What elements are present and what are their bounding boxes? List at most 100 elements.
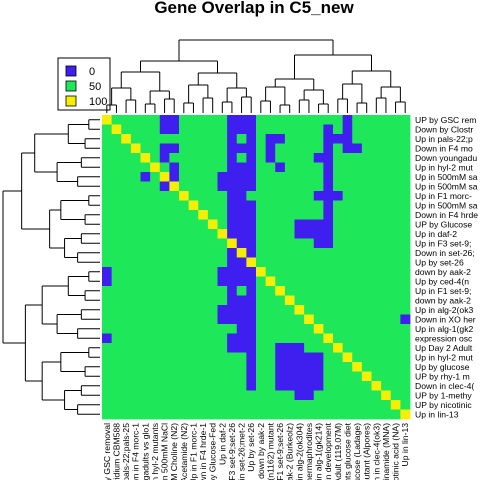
heatmap-cell <box>265 295 276 306</box>
heatmap-cell <box>130 162 141 173</box>
heatmap-cell <box>198 134 209 144</box>
heatmap-cell <box>371 409 382 420</box>
heatmap-cell <box>111 324 122 334</box>
heatmap-cell <box>294 181 305 192</box>
heatmap-cell <box>371 305 382 315</box>
heatmap-cell <box>400 143 411 154</box>
heatmap-cell <box>236 153 247 163</box>
heatmap-cell <box>150 305 161 315</box>
heatmap-cell <box>294 200 305 211</box>
heatmap-cell <box>150 191 161 201</box>
heatmap-cell <box>284 219 295 230</box>
row-label: Up by glucose <box>415 362 470 372</box>
heatmap-cell <box>111 314 122 325</box>
heatmap-cell <box>304 267 315 277</box>
heatmap-cell <box>256 134 267 144</box>
heatmap-cell <box>313 229 324 239</box>
heatmap-cell <box>159 333 170 344</box>
heatmap-cell <box>333 333 344 344</box>
heatmap-cell <box>150 238 161 249</box>
heatmap-cell <box>400 381 411 391</box>
heatmap-cell <box>217 115 228 125</box>
heatmap-cell <box>198 219 209 230</box>
heatmap-cell <box>371 343 382 353</box>
heatmap-cell <box>121 172 132 182</box>
column-label: Up by set-26 <box>246 423 256 472</box>
heatmap-cell <box>275 153 286 163</box>
heatmap-cell <box>121 153 132 163</box>
heatmap-cell <box>342 219 353 230</box>
heatmap-cell <box>188 352 199 363</box>
heatmap-cell <box>121 352 132 363</box>
heatmap-cell <box>390 409 401 420</box>
column-label: UP by GSC removal <box>102 423 112 480</box>
legend-swatch <box>65 65 77 77</box>
heatmap-cell <box>179 286 190 296</box>
column-label: Down in XO hermaphrodites <box>304 423 314 480</box>
heatmap-cell <box>313 400 324 410</box>
heatmap-cell <box>371 181 382 192</box>
heatmap-cell <box>130 314 141 325</box>
heatmap-cell <box>313 219 324 230</box>
heatmap-cell <box>227 333 238 344</box>
heatmap-cell <box>256 400 267 410</box>
heatmap-cell <box>371 219 382 230</box>
heatmap-cell <box>198 257 209 268</box>
heatmap-cell <box>390 115 401 125</box>
heatmap-cell <box>323 153 334 163</box>
heatmap-cell <box>265 124 276 135</box>
heatmap-cell <box>352 191 363 201</box>
heatmap-cell <box>275 362 286 372</box>
heatmap-cell <box>313 381 324 391</box>
heatmap-cell <box>333 153 344 163</box>
heatmap-cell <box>342 409 353 420</box>
heatmap-cell <box>130 409 141 420</box>
heatmap-cell <box>265 362 276 372</box>
heatmap-cell <box>304 295 315 306</box>
heatmap-cell <box>294 229 305 239</box>
heatmap-cell <box>207 381 218 391</box>
heatmap-cell <box>246 400 257 410</box>
heatmap-cell <box>198 143 209 154</box>
heatmap-cell <box>352 381 363 391</box>
heatmap-cell <box>198 333 209 344</box>
heatmap-cell <box>188 172 199 182</box>
heatmap-cell <box>130 267 141 277</box>
heatmap-cell <box>121 267 132 277</box>
heatmap-cell <box>352 229 363 239</box>
heatmap-cell <box>179 181 190 192</box>
heatmap-cell <box>333 286 344 296</box>
heatmap-cell <box>207 124 218 135</box>
heatmap-cell <box>130 200 141 211</box>
row-label: Up in 500mM sa <box>415 172 478 182</box>
heatmap-cell <box>352 400 363 410</box>
heatmap-cell <box>390 248 401 258</box>
heatmap-cell <box>121 181 132 192</box>
heatmap-cell <box>159 400 170 410</box>
heatmap-cell <box>284 191 295 201</box>
row-label: Up in hyl-2 mut <box>415 352 473 362</box>
heatmap-cell <box>227 257 238 268</box>
row-label: Down youngadu <box>415 153 477 163</box>
heatmap-cell <box>159 276 170 287</box>
heatmap-cell <box>207 324 218 334</box>
heatmap-cell <box>342 229 353 239</box>
heatmap-cell <box>323 143 334 154</box>
heatmap-cell <box>179 172 190 182</box>
heatmap-cell <box>102 162 113 173</box>
heatmap-cell <box>207 229 218 239</box>
heatmap-cell <box>179 115 190 125</box>
column-label: Up in alg-2(ok304) <box>294 423 304 480</box>
heatmap-cell <box>179 390 190 401</box>
heatmap-cell <box>150 286 161 296</box>
heatmap-cell <box>381 286 392 296</box>
heatmap-cell <box>217 314 228 325</box>
heatmap-cell <box>313 210 324 220</box>
heatmap-cell <box>313 276 324 287</box>
heatmap-cell <box>236 286 247 296</box>
heatmap-cell <box>275 371 286 382</box>
row-label: Up in alg-1(gk2 <box>415 324 473 334</box>
heatmap-cell <box>111 181 122 192</box>
heatmap-cell <box>207 305 218 315</box>
heatmap-cell <box>150 172 161 182</box>
